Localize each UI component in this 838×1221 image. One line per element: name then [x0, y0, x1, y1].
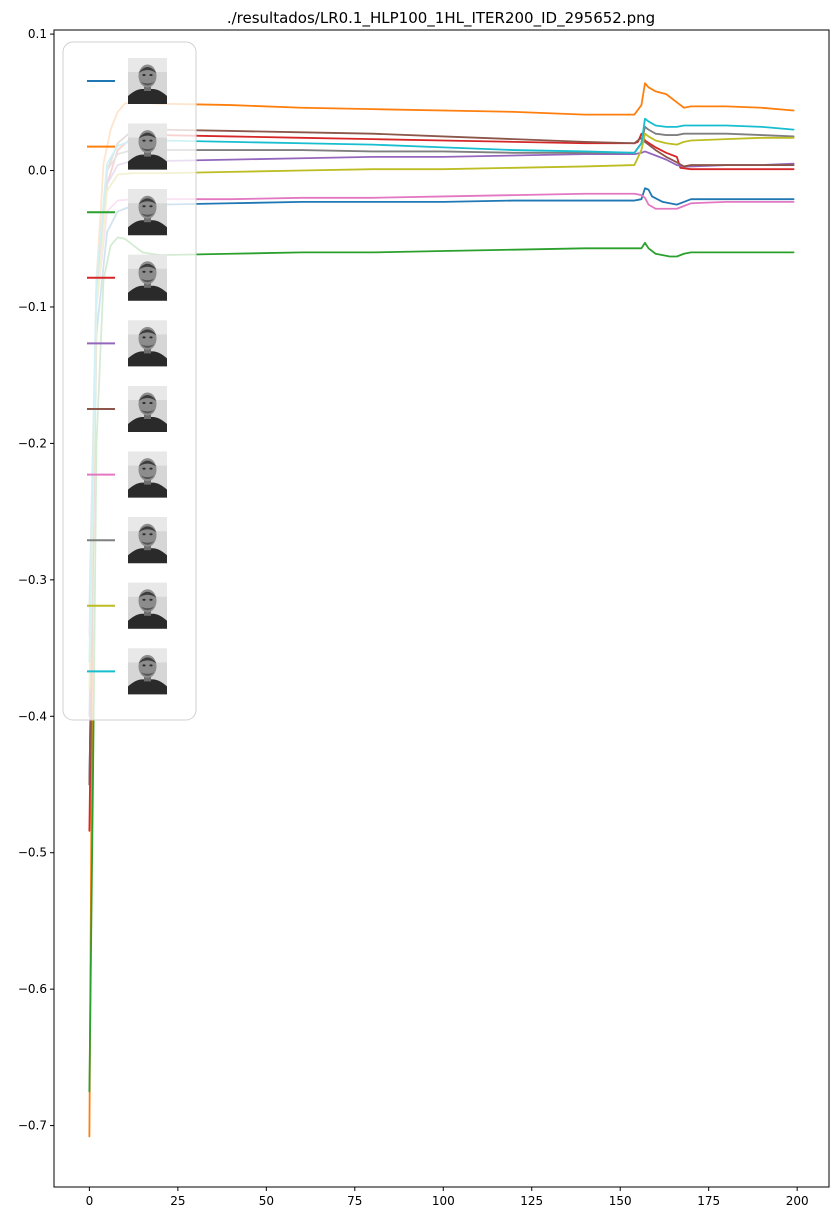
face-thumbnail-icon [128, 189, 167, 236]
x-tick-label: 100 [432, 1194, 455, 1208]
y-tick-label: 0.1 [28, 27, 47, 41]
x-tick-label: 75 [347, 1194, 362, 1208]
legend-entry-1 [87, 58, 167, 104]
y-tick-label: −0.7 [18, 1119, 47, 1133]
x-tick-label: 0 [86, 1194, 94, 1208]
face-thumbnail-icon [128, 254, 167, 301]
y-tick-label: 0.0 [28, 164, 47, 178]
legend-entry-10 [87, 648, 167, 695]
legend-entry-4 [87, 254, 167, 301]
face-thumbnail-icon [128, 582, 167, 629]
face-thumbnail-icon [128, 451, 167, 498]
x-tick-label: 125 [520, 1194, 543, 1208]
face-thumbnail-icon [128, 58, 167, 104]
face-thumbnail-icon [128, 648, 167, 695]
legend-entry-5 [87, 320, 167, 367]
y-axis: −0.7 −0.6 −0.5 −0.4 −0.3 −0.2 −0.1 0.0 0.1 [18, 27, 54, 1133]
y-tick-label: −0.6 [18, 982, 47, 996]
x-tick-label: 175 [697, 1194, 720, 1208]
legend-entry-6 [87, 386, 167, 432]
y-tick-label: −0.2 [18, 436, 47, 450]
x-tick-label: 25 [170, 1194, 185, 1208]
face-thumbnail-icon [128, 517, 167, 564]
y-tick-label: −0.3 [18, 573, 47, 587]
legend [62, 41, 197, 721]
y-tick-label: −0.5 [18, 846, 47, 860]
legend-entry-9 [87, 582, 167, 629]
legend-entry-3 [87, 189, 167, 236]
y-tick-label: −0.1 [18, 300, 47, 314]
chart-title: ./resultados/LR0.1_HLP100_1HL_ITER200_ID… [227, 9, 655, 28]
legend-entry-7 [87, 451, 167, 498]
x-tick-label: 50 [259, 1194, 274, 1208]
face-thumbnail-icon [128, 123, 167, 170]
plot-frame [53, 29, 830, 1188]
face-thumbnail-icon [128, 320, 167, 367]
legend-entry-2 [87, 123, 167, 170]
x-axis: 0 25 50 75 100 125 150 175 200 [86, 1187, 809, 1208]
face-thumbnail-icon [128, 386, 167, 432]
x-tick-label: 200 [786, 1194, 809, 1208]
x-tick-label: 150 [609, 1194, 632, 1208]
y-tick-label: −0.4 [18, 709, 47, 723]
legend-entry-8 [87, 517, 167, 564]
